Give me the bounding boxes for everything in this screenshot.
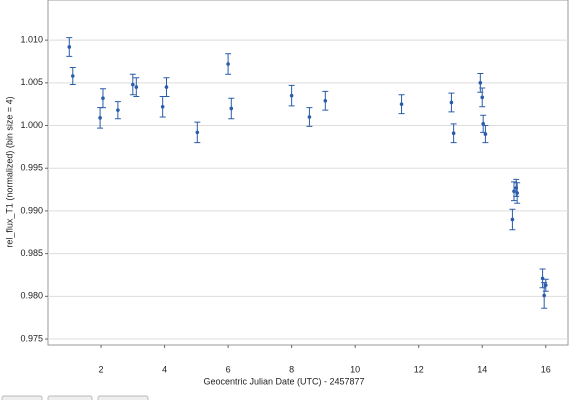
y-tick-label: 1.005 <box>20 77 43 87</box>
y-tick-label: 1.010 <box>20 35 43 45</box>
data-point <box>116 108 120 112</box>
x-tick-label: 10 <box>350 364 360 374</box>
x-tick-label: 4 <box>162 364 167 374</box>
data-point <box>515 191 519 195</box>
data-point <box>510 217 515 222</box>
data-point <box>131 82 135 87</box>
y-tick-label: 0.980 <box>20 291 43 301</box>
data-point <box>478 81 483 85</box>
y-tick-label: 1.000 <box>20 120 43 130</box>
y-tick-label: 0.990 <box>20 205 43 215</box>
x-tick-label: 2 <box>99 364 104 374</box>
plot-frame <box>47 0 569 346</box>
data-point <box>512 189 516 194</box>
data-point <box>483 132 488 136</box>
data-point <box>289 93 294 98</box>
data-point <box>98 116 102 120</box>
x-tick-label: 14 <box>477 364 487 374</box>
data-point <box>399 102 404 106</box>
data-point <box>543 283 548 288</box>
data-point <box>67 45 72 49</box>
data-point <box>101 96 105 101</box>
x-axis-label: Geocentric Julian Date (UTC) - 2457877 <box>203 376 364 386</box>
button[interactable] <box>1 395 43 400</box>
data-point <box>451 131 456 136</box>
x-tick-label: 6 <box>226 364 231 374</box>
data-point <box>307 115 312 119</box>
y-axis-label: rel_flux_T1 (normalized) (bin size = 4) <box>4 96 14 247</box>
y-tick-label: 0.995 <box>20 163 43 173</box>
button[interactable] <box>47 395 93 400</box>
x-tick-label: 8 <box>289 364 294 374</box>
data-point <box>134 85 139 89</box>
data-point <box>226 62 230 66</box>
x-tick-label: 16 <box>541 364 551 374</box>
data-point <box>449 100 454 105</box>
y-tick-label: 0.985 <box>20 248 43 258</box>
data-point <box>70 74 75 78</box>
button[interactable] <box>97 395 149 400</box>
data-point <box>481 122 485 126</box>
x-tick-label: 12 <box>414 364 424 374</box>
data-point <box>480 95 485 100</box>
data-point <box>542 293 546 298</box>
y-tick-label: 0.975 <box>20 333 43 343</box>
data-point <box>323 98 328 103</box>
data-point <box>160 104 165 109</box>
data-point <box>164 85 169 89</box>
data-point <box>229 106 234 111</box>
data-point <box>195 130 200 135</box>
